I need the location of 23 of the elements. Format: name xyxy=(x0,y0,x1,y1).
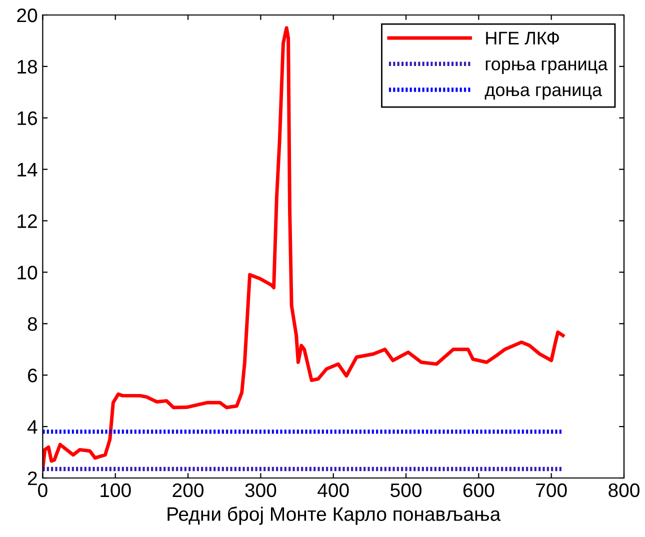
x-tick-label: 600 xyxy=(463,483,494,498)
y-tick-label: 4 xyxy=(27,420,38,434)
y-tick-label: 12 xyxy=(18,214,37,228)
y-tick-label: 18 xyxy=(18,60,37,74)
x-tick-label: 0 xyxy=(38,483,48,498)
x-axis-title: Редни број Монте Карло понављања xyxy=(168,506,501,525)
y-tick-label: 8 xyxy=(28,317,37,331)
y-tick-label: 2 xyxy=(28,471,37,486)
y-tick-label: 14 xyxy=(18,163,38,176)
legend-label: доња граница xyxy=(484,86,602,100)
y-tick-label: 6 xyxy=(28,368,37,382)
legend-label: горња граница xyxy=(486,60,608,74)
x-tick-label: 800 xyxy=(608,483,640,498)
x-tick-label: 500 xyxy=(390,483,422,498)
x-tick-label: 100 xyxy=(100,483,131,498)
y-tick-label: 20 xyxy=(17,8,38,22)
x-tick-label: 700 xyxy=(536,483,567,498)
y-tick-label: 16 xyxy=(18,111,37,126)
x-tick-label: 200 xyxy=(172,483,204,498)
legend-label: НГЕ ЛКФ xyxy=(486,32,559,44)
x-tick-label: 400 xyxy=(318,483,349,498)
y-tick-label: 10 xyxy=(18,266,38,280)
x-tick-label: 300 xyxy=(245,483,276,498)
